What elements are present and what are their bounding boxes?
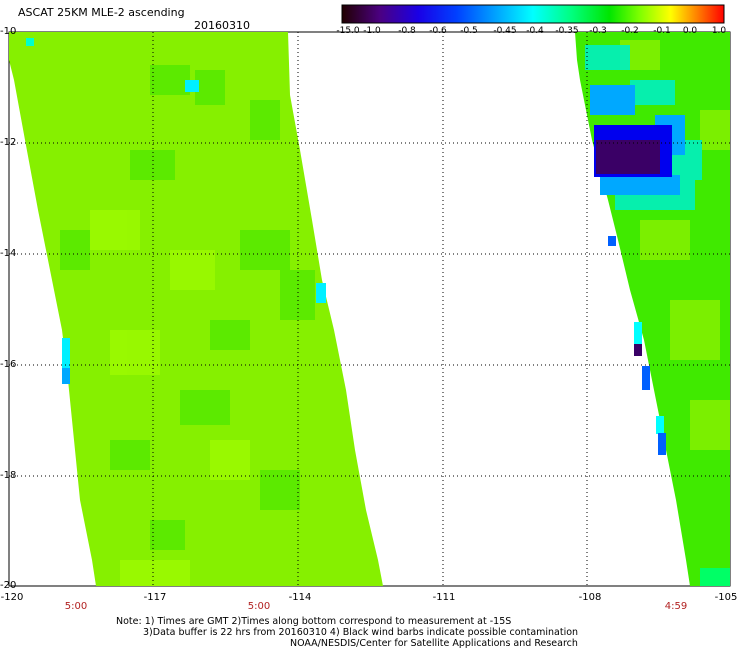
lon-label: -111	[432, 592, 456, 603]
lat-label: -18	[0, 470, 17, 481]
note-line-3: NOAA/NESDIS/Center for Satellite Applica…	[290, 638, 578, 649]
colorbar-label: -0.35	[555, 26, 579, 36]
colorbar-label: -1.0	[363, 26, 381, 36]
lat-label: -14	[0, 248, 17, 259]
note-line-1: Note: 1) Times are GMT 2)Times along bot…	[116, 616, 512, 627]
lon-label: -105	[714, 592, 738, 603]
colorbar-label: -0.8	[398, 26, 416, 36]
time-label: 5:00	[247, 601, 271, 612]
lon-label: -120	[0, 592, 24, 603]
colorbar-label: -0.1	[653, 26, 671, 36]
right-swath	[575, 32, 730, 586]
lat-label: -16	[0, 359, 17, 370]
colorbar-label: 0.0	[682, 26, 698, 36]
chart-date: 20160310	[194, 19, 250, 32]
colorbar-label: -0.6	[429, 26, 447, 36]
colorbar-label: -0.3	[589, 26, 607, 36]
lat-label: -20	[0, 580, 17, 591]
chart-title: ASCAT 25KM MLE-2 ascending	[18, 6, 185, 19]
left-swath	[9, 32, 383, 586]
colorbar-label: -0.45	[493, 26, 517, 36]
lat-label: -12	[0, 137, 17, 148]
note-line-2: 3)Data buffer is 22 hrs from 20160310 4)…	[143, 627, 579, 638]
colorbar-label: -0.2	[621, 26, 639, 36]
lat-label: -10	[0, 26, 17, 37]
colorbar	[341, 4, 725, 24]
time-label: 4:59	[664, 601, 688, 612]
colorbar-label: 1.0	[711, 26, 727, 36]
lon-label: -117	[143, 592, 167, 603]
time-label: 5:00	[64, 601, 88, 612]
lon-label: -114	[288, 592, 312, 603]
colorbar-label: -0.5	[460, 26, 478, 36]
colorbar-label: -15.0	[336, 26, 360, 36]
colorbar-label: -0.4	[526, 26, 544, 36]
gridlines	[9, 32, 730, 586]
lon-label: -108	[578, 592, 602, 603]
